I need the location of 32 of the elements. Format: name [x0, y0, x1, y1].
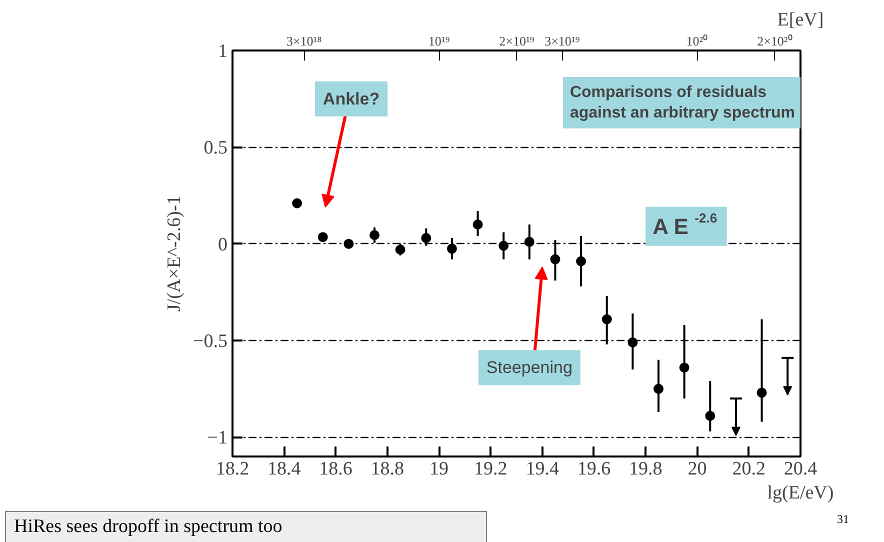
x-tick-label: 20.2	[732, 458, 766, 480]
y-tick-label: −0.5	[193, 331, 228, 352]
x2-tick-label: 2×10²⁰	[757, 34, 793, 48]
x-tick-label: 18.2	[216, 458, 250, 480]
x2-tick-label: 10²⁰	[686, 34, 708, 48]
x2-tick-label: 3×10¹⁹	[544, 34, 580, 48]
x-tick-label: 18.4	[268, 458, 302, 480]
x2-tick-label: 2×10¹⁹	[499, 34, 535, 48]
text: 31	[837, 511, 849, 528]
annotation: Steepening	[486, 358, 572, 378]
y-tick-label: 1	[218, 41, 228, 62]
y-tick-label: 0	[218, 234, 228, 256]
y-tick-label: −1	[207, 428, 228, 449]
x-tick-label: 19	[430, 458, 449, 480]
annotation: A E-2.6	[652, 210, 718, 239]
annotation: Comparisons of residuals against an arbitrary spectrum	[570, 84, 795, 122]
annotation: Ankle?	[322, 89, 380, 108]
x-tick-label: 20	[688, 458, 707, 480]
x-axis-title: lg(E/eV)	[767, 482, 834, 504]
x2-axis-title: E[eV]	[777, 10, 824, 30]
text: HiRes sees dropoff in spectrum too	[14, 515, 282, 539]
x-tick-label: 18.6	[319, 458, 352, 480]
x-tick-label: 19.8	[628, 458, 662, 480]
x2-tick-label: 3×10¹⁸	[286, 34, 322, 48]
x-tick-label: 20.4	[784, 458, 818, 480]
x-tick-label: 19.2	[474, 458, 508, 480]
y-axis-title: J/(A×E^-2.6)-1	[164, 195, 186, 312]
x-tick-label: 18.8	[370, 458, 404, 480]
y-tick-label: 0.5	[204, 138, 228, 159]
x-tick-label: 19.6	[577, 458, 611, 480]
x-tick-label: 19.4	[526, 458, 560, 480]
x2-tick-label: 10¹⁹	[428, 34, 450, 48]
